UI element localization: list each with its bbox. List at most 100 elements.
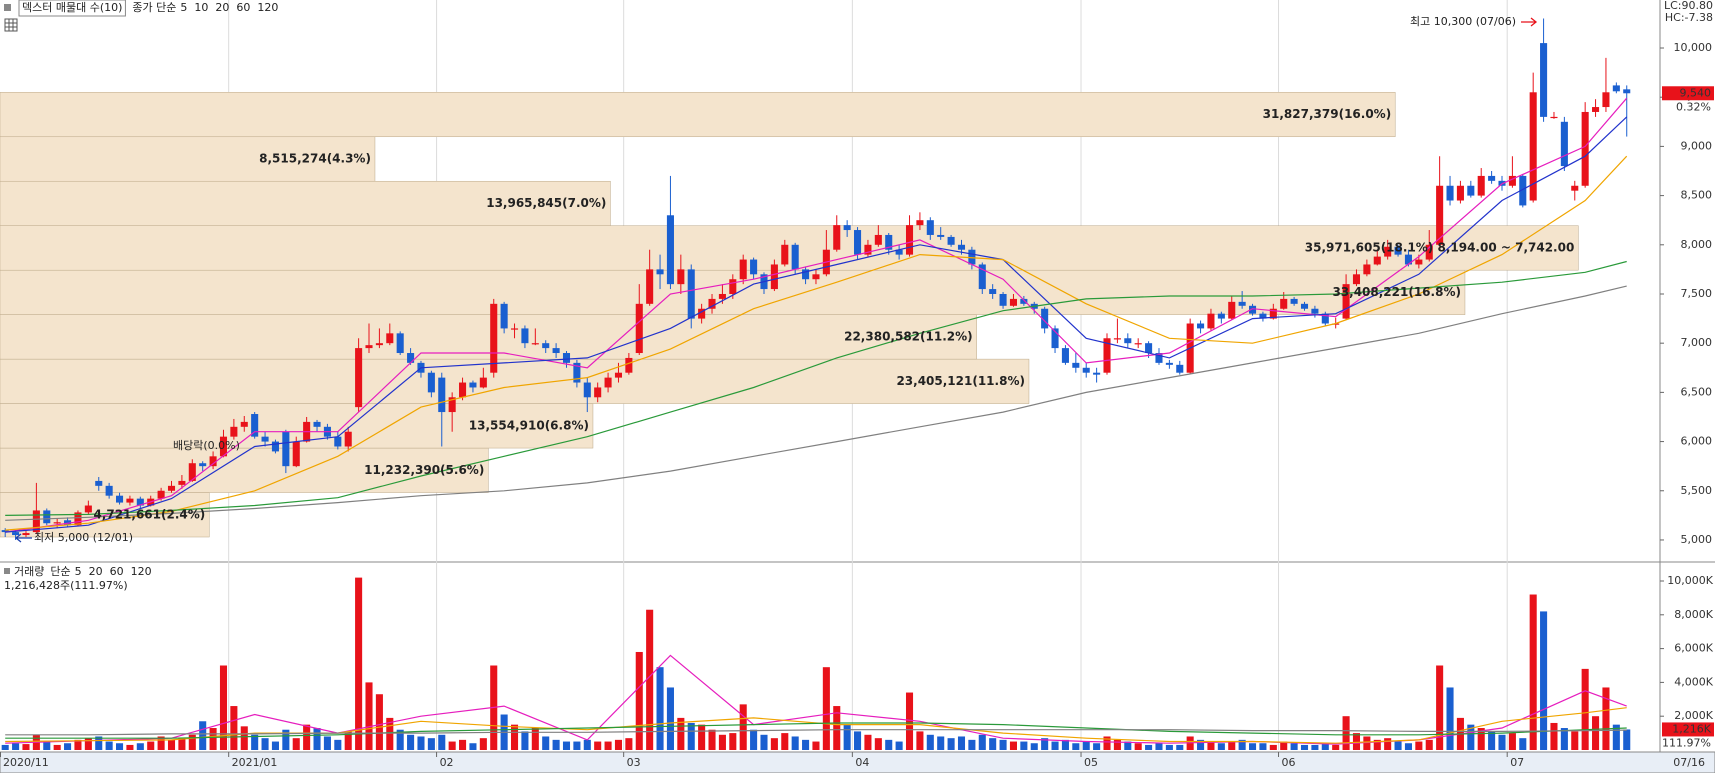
candle-body	[1488, 175, 1496, 181]
candle-body	[1321, 313, 1329, 324]
candle-body	[646, 269, 654, 304]
candle-body	[292, 441, 300, 467]
candle-body	[1269, 308, 1277, 319]
volume-bar	[167, 739, 176, 750]
candle-body	[355, 348, 363, 408]
volume-bar	[781, 733, 789, 750]
x-tick-label: 03	[627, 756, 641, 769]
candle-body	[885, 234, 893, 250]
volume-bar	[1550, 722, 1558, 750]
candle-body	[1207, 313, 1215, 329]
volume-bar	[479, 738, 487, 750]
candle-body	[947, 236, 955, 245]
volume-bar	[698, 724, 706, 750]
volume-bar	[251, 734, 259, 750]
volume-bar	[1394, 741, 1402, 750]
volume-bar	[417, 736, 425, 750]
y-tick-label: 6,000K	[1674, 642, 1713, 655]
candle-body	[687, 269, 695, 319]
candle-body	[500, 303, 508, 329]
volume-bar	[1238, 739, 1246, 750]
y-tick-label: 4,000K	[1674, 675, 1713, 688]
volume-bar	[750, 729, 758, 750]
candle-body	[781, 244, 789, 265]
candle-body	[552, 348, 560, 354]
indicator-title: 덱스터 매물대 수(10)	[22, 1, 122, 14]
volume-bar	[188, 734, 196, 750]
volume-bar	[1197, 739, 1205, 750]
volume-profile-label: 35,971,605(18.1%) 8,194.00 ~ 7,742.00	[1305, 240, 1575, 254]
volume-bar	[1041, 738, 1049, 750]
volume-bar	[594, 741, 602, 750]
volume-bar	[864, 734, 872, 750]
volume-bar	[448, 741, 456, 750]
volume-bar	[1373, 739, 1381, 750]
candle-body	[1425, 244, 1433, 260]
volume-bar	[833, 706, 841, 750]
candle-body	[1560, 121, 1568, 167]
candle-body	[1456, 185, 1464, 201]
candle-body	[490, 303, 498, 373]
volume-bar	[635, 651, 643, 750]
volume-bar	[1519, 738, 1527, 750]
y-tick-label: 9,000	[1681, 139, 1713, 152]
candle-body	[1592, 107, 1600, 112]
candle-body	[791, 244, 799, 270]
volume-bar	[1020, 741, 1028, 750]
candle-body	[666, 215, 674, 285]
candle-body	[635, 303, 643, 354]
volume-bar	[313, 728, 321, 750]
x-tick-label: 05	[1084, 756, 1098, 769]
volume-bar	[1477, 728, 1485, 750]
candle-body	[957, 244, 966, 250]
volume-profile-label: 23,405,121(11.8%)	[896, 374, 1025, 388]
volume-bar	[874, 738, 882, 750]
candle-body	[698, 308, 706, 319]
candle-body	[510, 328, 519, 330]
volume-bar	[334, 739, 342, 750]
volume-bar	[812, 741, 820, 750]
volume-bar	[947, 738, 955, 750]
volume-bar	[199, 721, 207, 750]
volume-bar	[1560, 728, 1568, 750]
candle-body	[531, 343, 539, 345]
candle-body	[167, 485, 176, 491]
candle-body	[729, 279, 737, 294]
volume-bar	[157, 736, 165, 750]
grid-icon[interactable]	[4, 18, 18, 32]
volume-bar	[116, 743, 124, 750]
candle-body	[1352, 274, 1361, 285]
candle-body	[562, 353, 571, 363]
candle-body	[874, 234, 882, 245]
volume-bar	[1280, 741, 1288, 750]
volume-bar	[365, 682, 373, 750]
candle-body	[126, 498, 134, 503]
volume-bar	[438, 734, 446, 750]
volume-bar	[1103, 736, 1111, 750]
volume-bar	[355, 577, 363, 750]
candle-body	[1176, 364, 1184, 373]
candle-body	[240, 421, 248, 427]
volume-bar	[12, 743, 20, 750]
volume-profile-label: 22,380,582(11.2%)	[844, 329, 973, 343]
volume-bar	[1259, 743, 1267, 750]
candle-body	[1581, 111, 1589, 186]
y-tick-label: 10,000K	[1667, 574, 1713, 587]
candle-body	[750, 259, 758, 275]
x-tick-label: 07	[1510, 756, 1524, 769]
candle-body	[43, 510, 51, 524]
candle-body	[1061, 348, 1069, 363]
last-volume-marker	[1662, 722, 1714, 737]
icon-box[interactable]	[4, 18, 18, 32]
candle-body	[1290, 298, 1298, 304]
candle-body	[1384, 246, 1392, 257]
candle-body	[770, 264, 778, 290]
y-tick-label: 2,000K	[1674, 709, 1713, 722]
volume-bar	[1415, 741, 1423, 750]
volume-bar	[656, 667, 664, 750]
candle-body	[854, 230, 862, 255]
candle-body	[1145, 343, 1153, 354]
volume-bar	[770, 738, 778, 750]
candle-body	[271, 441, 279, 452]
volume-bar	[178, 738, 186, 750]
